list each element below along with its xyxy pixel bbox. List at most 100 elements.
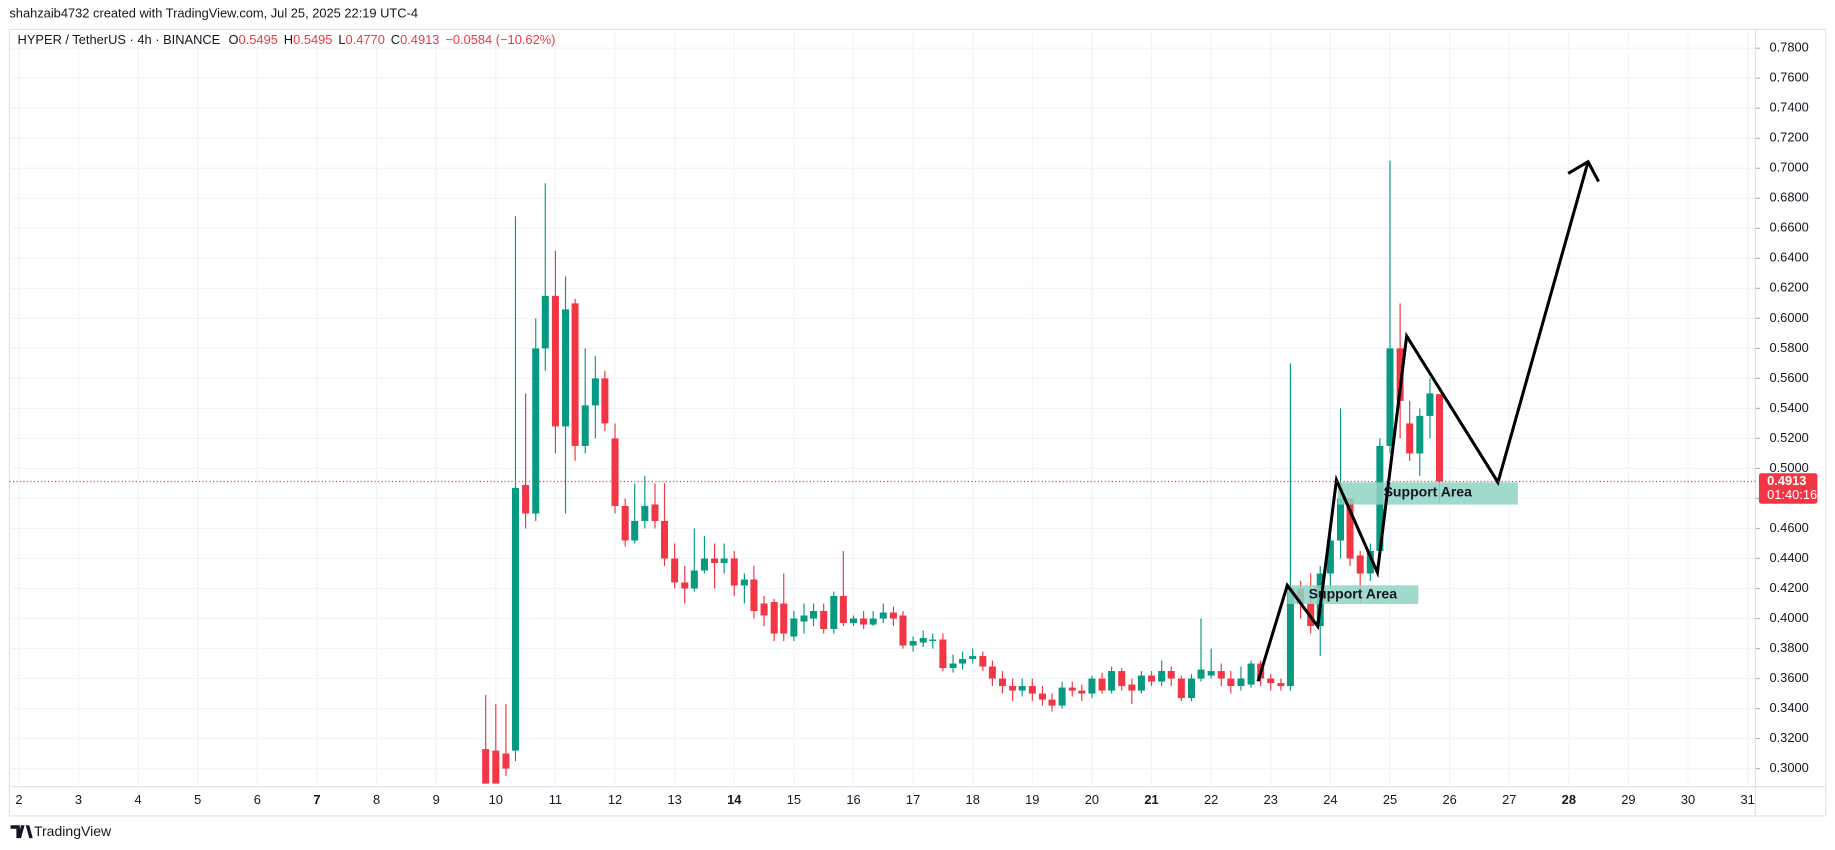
candle-body: [770, 602, 778, 634]
x-tick-label: 27: [1502, 792, 1516, 807]
candle-body: [492, 750, 500, 784]
candle-body: [830, 596, 838, 630]
candle-body: [959, 659, 967, 664]
candle-body: [1038, 693, 1046, 700]
countdown: 01:40:16: [1767, 487, 1817, 502]
candle-body: [1366, 550, 1374, 574]
candle-body: [790, 618, 798, 637]
y-tick-label: 0.6600: [1769, 220, 1808, 235]
candle-body: [482, 749, 490, 784]
candle-body: [939, 639, 947, 669]
candle-body: [820, 611, 828, 630]
x-tick-label: 3: [75, 792, 82, 807]
brand: TradingView: [10, 823, 112, 839]
y-tick-label: 0.3000: [1769, 760, 1808, 775]
candle-body: [849, 618, 857, 624]
candle-body: [1118, 671, 1126, 687]
support-zone: [1337, 482, 1518, 505]
candle-body: [919, 638, 927, 643]
last-price-tag: [1758, 473, 1818, 504]
candle-body: [810, 611, 818, 619]
x-tick-label: 18: [966, 792, 980, 807]
candle-body: [988, 666, 996, 679]
candle-body: [1078, 690, 1086, 694]
legend-value: 0.5495: [293, 33, 332, 48]
y-tick-label: 0.6400: [1769, 250, 1808, 265]
y-tick-label: 0.3400: [1769, 700, 1808, 715]
candle-body: [999, 678, 1007, 687]
candle-body: [621, 505, 629, 541]
y-tick-label: 0.6000: [1769, 310, 1808, 325]
legend-label: H: [284, 33, 293, 48]
candle-body: [571, 303, 579, 446]
candle-body: [869, 618, 877, 625]
projection-path: [1256, 161, 1590, 682]
candle-body: [502, 753, 510, 769]
y-tick-label: 0.5800: [1769, 340, 1808, 355]
x-tick-label: 16: [846, 792, 860, 807]
candle-body: [1158, 671, 1166, 682]
candle-body: [1346, 498, 1354, 559]
candle-body: [1177, 678, 1185, 699]
x-tick-label: 25: [1383, 792, 1397, 807]
last-price-label: 0.4913: [1767, 473, 1806, 488]
x-tick-label: 28: [1562, 792, 1576, 807]
candle-body: [562, 309, 570, 427]
candle-body: [1187, 678, 1195, 699]
x-tick-label: 11: [549, 792, 562, 807]
candle-body: [800, 615, 808, 622]
legend-label: C: [391, 33, 400, 48]
y-tick-label: 0.7600: [1769, 70, 1808, 85]
y-tick-label: 0.5200: [1769, 430, 1808, 445]
legend-line: HYPER / TetherUS · 4h · BINANCE O0.5495 …: [18, 33, 556, 48]
candle-body: [1326, 540, 1334, 574]
x-tick-label: 31: [1741, 792, 1755, 807]
arrow-head: [1567, 159, 1600, 183]
candle-body: [1416, 415, 1424, 454]
x-tick-label: 4: [135, 792, 142, 807]
candle-body: [1088, 678, 1096, 694]
candle-body: [671, 558, 679, 583]
legend-label: L: [338, 33, 345, 48]
y-tick-label: 0.6800: [1769, 190, 1808, 205]
candle-body: [879, 612, 887, 619]
candle-body: [860, 618, 868, 625]
x-tick-label: 12: [608, 792, 622, 807]
x-tick-label: 24: [1323, 792, 1337, 807]
candle-body: [1217, 671, 1225, 679]
candle-body: [1207, 671, 1215, 676]
y-tick-label: 0.4400: [1769, 550, 1808, 565]
candle-body: [1068, 687, 1076, 691]
candle-body: [1148, 675, 1156, 682]
candle-body: [601, 378, 609, 424]
candle-body: [1167, 671, 1175, 679]
candle-body: [1426, 393, 1434, 416]
y-tick-label: 0.5400: [1769, 400, 1808, 415]
x-tick-label: 2: [15, 792, 22, 807]
x-tick-label: 17: [906, 792, 920, 807]
x-tick-label: 21: [1144, 792, 1158, 807]
candle-body: [1435, 394, 1443, 482]
candle-body: [1098, 678, 1106, 691]
candle-body: [1406, 423, 1414, 454]
candle-body: [511, 487, 519, 751]
candle-body: [551, 295, 559, 427]
symbol-title: HYPER / TetherUS · 4h · BINANCE: [18, 33, 221, 48]
candle-body: [1018, 686, 1026, 691]
candle-body: [711, 558, 719, 563]
y-tick-label: 0.3600: [1769, 670, 1808, 685]
y-tick-label: 0.7200: [1769, 130, 1808, 145]
candle-body: [581, 405, 589, 446]
candle-body: [969, 656, 977, 660]
x-tick-label: 26: [1442, 792, 1456, 807]
change: −0.0584 (−10.62%): [445, 33, 555, 48]
x-tick-label: 9: [433, 792, 440, 807]
y-tick-label: 0.6200: [1769, 280, 1808, 295]
candle-body: [979, 656, 987, 667]
candle-body: [1048, 699, 1056, 706]
candle-body: [1247, 663, 1255, 685]
candle-body: [681, 582, 689, 589]
brand-name: TradingView: [34, 823, 112, 839]
legend-value: 0.4770: [346, 33, 385, 48]
